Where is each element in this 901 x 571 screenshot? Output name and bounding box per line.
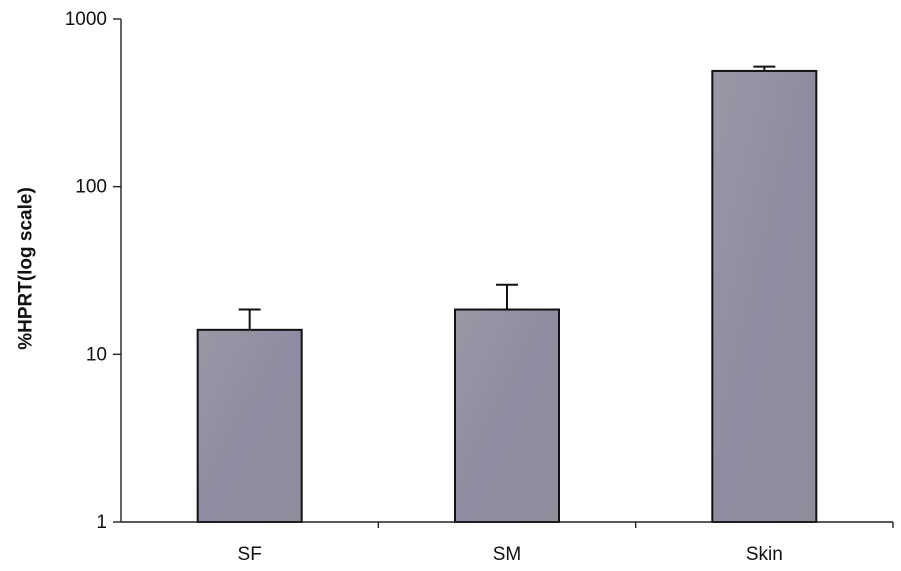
bar-skin — [711, 69, 818, 524]
bar-sf — [196, 328, 303, 523]
error-bars-group — [238, 65, 776, 330]
y-tick-label: 1 — [96, 512, 107, 533]
y-axis-title: %HPRT(log scale) — [16, 187, 37, 350]
y-tick-label: 1000 — [65, 9, 107, 30]
x-tick-label: SF — [238, 544, 262, 565]
x-tick-label: SM — [493, 544, 522, 565]
y-tick-label: 100 — [75, 177, 107, 198]
x-tick-label: Skin — [746, 544, 783, 565]
y-tick-label: 10 — [86, 344, 107, 365]
y-axis-ticks: 1 10 100 1000 — [65, 9, 121, 533]
error-bar-sm — [496, 283, 518, 310]
bar-sm — [454, 308, 560, 523]
error-bar-skin — [753, 65, 776, 71]
error-bar-sf — [238, 308, 261, 330]
x-axis-ticks: SF SM Skin — [238, 522, 894, 565]
